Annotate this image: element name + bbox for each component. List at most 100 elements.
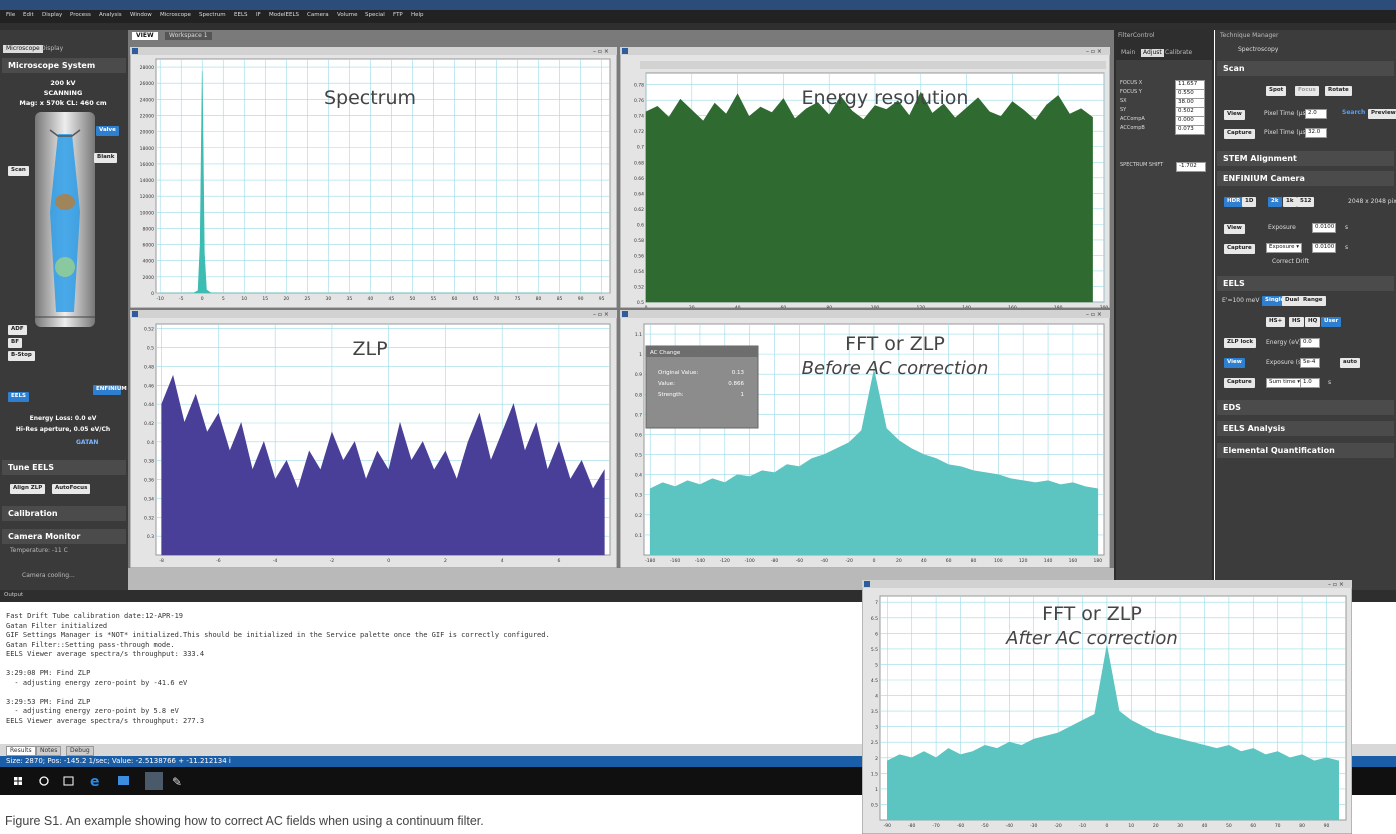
menu-item[interactable]: Help xyxy=(411,13,424,19)
x-tick-label: 20 xyxy=(1153,823,1159,829)
output-tab[interactable]: Debug xyxy=(66,746,94,756)
preview-button[interactable]: Preview xyxy=(1368,109,1396,119)
bstop-button[interactable]: B-Stop xyxy=(8,351,35,361)
y-tick-label: 0.48 xyxy=(144,364,154,370)
section-header: EDS xyxy=(1217,400,1394,415)
hq-button[interactable]: HQ xyxy=(1305,317,1320,327)
x-tick-label: -20 xyxy=(845,558,852,564)
dialog-label: Strength: xyxy=(658,392,684,398)
menu-item[interactable]: Camera xyxy=(307,13,329,19)
valve-button[interactable]: Valve xyxy=(96,126,119,136)
x-tick-label: -2 xyxy=(330,558,335,564)
y-tick-label: 4000 xyxy=(143,259,155,265)
y-tick-label: 0.5 xyxy=(635,453,642,459)
x-tick-label: -50 xyxy=(981,823,988,829)
x-tick-label: 100 xyxy=(871,305,880,308)
capture-button[interactable]: Capture xyxy=(1224,244,1255,254)
range-button[interactable]: Range xyxy=(1300,296,1326,306)
dropdown: Exposure ▾ xyxy=(1266,243,1302,253)
512-button[interactable]: 512 xyxy=(1297,197,1314,207)
unit: s xyxy=(1345,225,1348,231)
x-tick-label: 120 xyxy=(1019,558,1028,564)
y-tick-label: 1 xyxy=(875,787,878,793)
x-tick-label: -60 xyxy=(957,823,964,829)
section-header: EELS xyxy=(1217,276,1394,291)
zlp-lock-button[interactable]: ZLP lock xyxy=(1224,338,1256,348)
chart-window: – ▫ ×0.10.20.30.40.50.60.70.80.911.1-180… xyxy=(620,310,1110,568)
window-titlebar xyxy=(130,47,617,55)
section-header: Microscope System xyxy=(2,58,126,73)
brand: GATAN xyxy=(76,440,98,446)
view-button[interactable]: View xyxy=(1224,110,1245,120)
hdr-button[interactable]: HDR xyxy=(1224,197,1243,207)
menu-item[interactable]: Special xyxy=(365,13,385,19)
y-tick-label: 10000 xyxy=(140,210,154,216)
y-tick-label: 5.5 xyxy=(871,647,878,653)
menu-item[interactable]: Spectrum xyxy=(199,13,226,19)
focus-button[interactable]: Focus xyxy=(1295,86,1319,96)
x-tick-label: 90 xyxy=(578,296,584,302)
menu-item[interactable]: Window xyxy=(130,13,152,19)
x-tick-label: 4 xyxy=(501,558,504,564)
menu-item[interactable]: Volume xyxy=(337,13,357,19)
menu-item[interactable]: FTP xyxy=(393,13,403,19)
svg-text:✎: ✎ xyxy=(172,775,182,789)
user-button[interactable]: User xyxy=(1321,317,1341,327)
log-line: Gatan Filter::Setting pass-through mode. xyxy=(6,642,175,649)
label: Exposure xyxy=(1268,225,1296,231)
y-tick-label: 1 xyxy=(639,352,642,358)
enfinium-button[interactable]: ENFINIUM xyxy=(93,385,121,395)
auto-button[interactable]: auto xyxy=(1340,358,1360,368)
menu-item[interactable]: File xyxy=(6,13,15,19)
y-tick-label: 0.66 xyxy=(634,176,644,182)
menu-item[interactable]: IF xyxy=(256,13,261,19)
menu-item[interactable]: Edit xyxy=(23,13,34,19)
1d-button[interactable]: 1D xyxy=(1242,197,1256,207)
capture-button[interactable]: Capture xyxy=(1224,378,1255,388)
inner-titlebar xyxy=(640,61,1106,69)
capture-button[interactable]: Capture xyxy=(1224,129,1255,139)
2k-button[interactable]: 2k xyxy=(1268,197,1282,207)
x-tick-label: 55 xyxy=(431,296,437,302)
hs-button[interactable]: HS xyxy=(1289,317,1304,327)
y-tick-label: 20000 xyxy=(140,130,154,136)
field-value: 5e-4 xyxy=(1300,358,1320,368)
1k-button[interactable]: 1k xyxy=(1283,197,1297,207)
spot-button[interactable]: Spot xyxy=(1266,86,1286,96)
output-tab[interactable]: Notes xyxy=(36,746,61,756)
x-tick-label: 140 xyxy=(1044,558,1053,564)
menu-item[interactable]: ModelEELS xyxy=(269,13,299,19)
align-zlp-button[interactable]: Align ZLP xyxy=(10,484,45,494)
x-tick-label: -160 xyxy=(670,558,680,564)
scan-button[interactable]: Scan xyxy=(8,166,29,176)
area xyxy=(646,92,1093,302)
hsplus-button[interactable]: HS+ xyxy=(1266,317,1285,327)
y-tick-label: 2 xyxy=(875,756,878,762)
x-tick-label: 0 xyxy=(873,558,876,564)
y-tick-label: 1.1 xyxy=(635,332,642,338)
y-tick-label: 8000 xyxy=(143,226,155,232)
blank-button[interactable]: Blank xyxy=(94,153,117,163)
menu-item[interactable]: EELS xyxy=(234,13,248,19)
menu-item[interactable]: Microscope xyxy=(160,13,191,19)
x-tick-label: 2 xyxy=(444,558,447,564)
autofocus-button[interactable]: AutoFocus xyxy=(52,484,90,494)
menu-item[interactable]: Analysis xyxy=(99,13,122,19)
y-tick-label: 0.64 xyxy=(634,191,644,197)
bf-button[interactable]: BF xyxy=(8,338,22,348)
x-tick-label: -5 xyxy=(179,296,184,302)
rotate-button[interactable]: Rotate xyxy=(1325,86,1352,96)
view-button[interactable]: View xyxy=(1224,224,1245,234)
x-tick-label: 80 xyxy=(536,296,542,302)
menu-item[interactable]: Display xyxy=(42,13,62,19)
menu-item[interactable]: Process xyxy=(70,13,91,19)
section-header: Camera Monitor xyxy=(2,529,126,544)
output-tab[interactable]: Results xyxy=(6,746,36,756)
chart-title: FFT or ZLP xyxy=(1042,603,1142,625)
label: Pixel Time (µs) xyxy=(1264,111,1308,117)
view-button[interactable]: View xyxy=(1224,358,1245,368)
y-tick-label: 7 xyxy=(875,600,878,606)
adf-button[interactable]: ADF xyxy=(8,325,27,335)
eels-button[interactable]: EELS xyxy=(8,392,29,402)
workspace-tab: VIEW xyxy=(132,32,158,40)
